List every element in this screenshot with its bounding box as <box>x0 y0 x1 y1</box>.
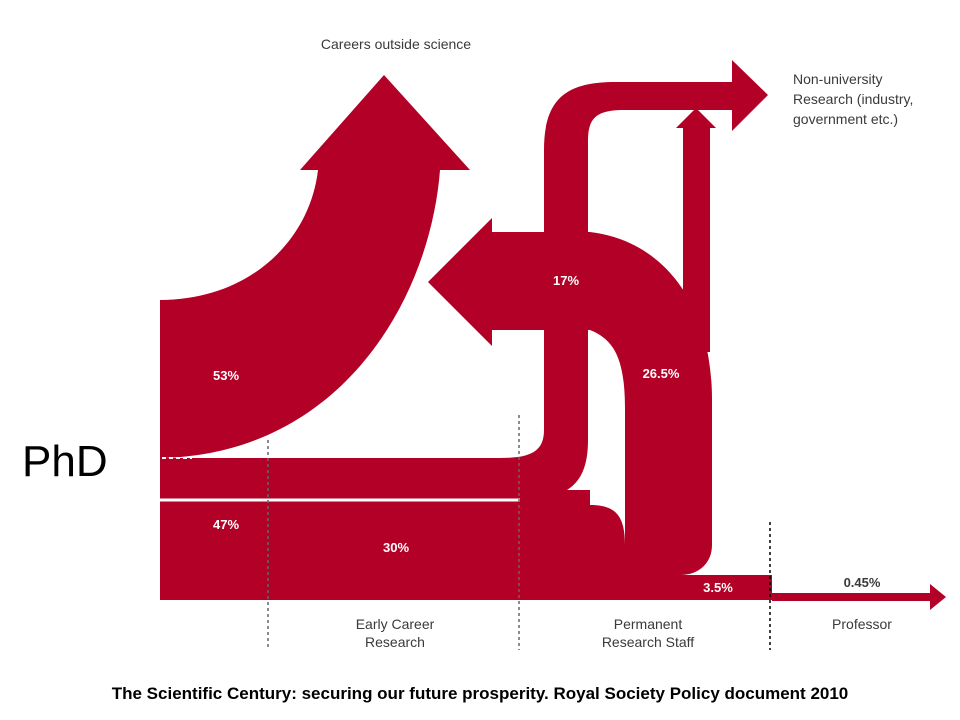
pct-permanent-to-nonuni: 26.5% <box>643 366 680 381</box>
phd-label: PhD <box>22 437 108 486</box>
stage-permanent-line2: Research Staff <box>602 634 694 650</box>
flow-continue-band <box>160 490 772 600</box>
stage-early-line2: Research <box>365 634 425 650</box>
flow-permanent-arc <box>582 232 712 545</box>
careers-outside-label: Careers outside science <box>321 36 471 52</box>
non-university-label-line3: government etc.) <box>793 111 898 127</box>
pct-professor: 0.45% <box>844 575 881 590</box>
flow-permanent-to-nonuni <box>676 108 716 352</box>
pct-early-to-nonuni: 17% <box>553 273 579 288</box>
flow-early-to-nonuni <box>160 60 768 500</box>
pct-permanent-stay: 3.5% <box>703 580 733 595</box>
pct-careers-outside: 53% <box>213 368 239 383</box>
stage-professor: Professor <box>832 616 892 632</box>
non-university-label-line1: Non-university <box>793 71 882 87</box>
pct-continue: 47% <box>213 517 239 532</box>
stage-early-line1: Early Career <box>356 616 435 632</box>
non-university-label-line2: Research (industry, <box>793 91 913 107</box>
pct-to-permanent: 30% <box>383 540 409 555</box>
source-caption: The Scientific Century: securing our fut… <box>111 684 849 703</box>
flow-professor-arrow <box>772 584 946 610</box>
flow-careers-outside <box>160 75 470 458</box>
stage-permanent-line1: Permanent <box>614 616 683 632</box>
